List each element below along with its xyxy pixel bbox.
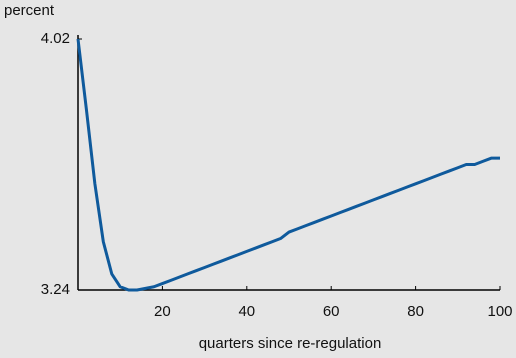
line-series xyxy=(76,38,500,292)
y-tick-label: 3.24 xyxy=(41,281,70,298)
x-tick-label: 20 xyxy=(154,303,171,320)
y-tick-label: 4.02 xyxy=(41,30,70,47)
x-tick-label: 80 xyxy=(407,303,424,320)
x-axis-label: quarters since re-regulation xyxy=(199,335,382,352)
x-tick-label: 40 xyxy=(238,303,255,320)
x-tick-label: 100 xyxy=(487,303,512,320)
y-axis-label: percent xyxy=(4,2,55,19)
x-tick-label: 60 xyxy=(323,303,340,320)
